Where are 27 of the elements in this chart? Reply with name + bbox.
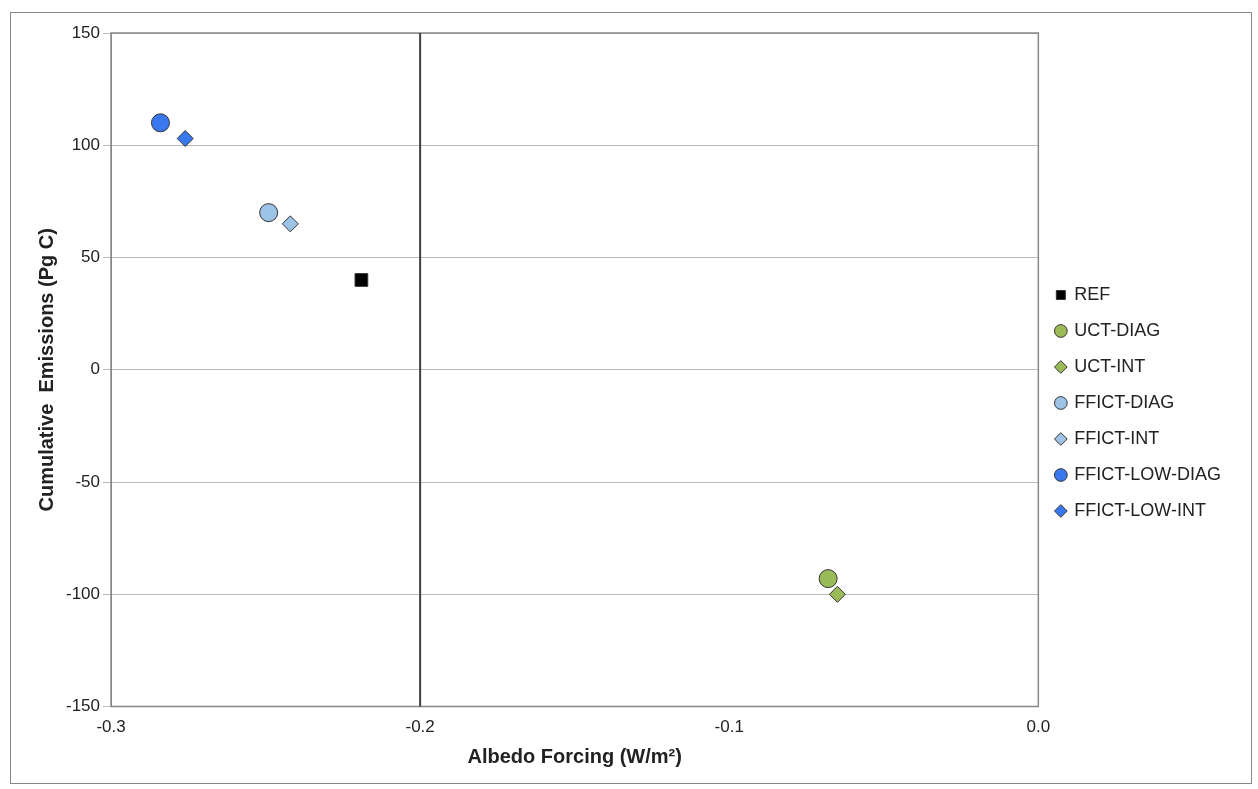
- y-tick-label: -100: [65, 584, 101, 604]
- legend-label: UCT-DIAG: [1074, 319, 1161, 340]
- point: [176, 130, 194, 148]
- y-tick-label: 100: [71, 134, 101, 154]
- point: [259, 203, 279, 223]
- y-tick-label: -150: [65, 696, 101, 716]
- y-axis-title: Cumulative Emissions (Pg C): [34, 228, 57, 512]
- point: [150, 113, 170, 133]
- point: [818, 569, 838, 589]
- y-tick-label: 50: [81, 247, 101, 267]
- x-tick-label: 0.0: [1026, 717, 1051, 737]
- y-tick-label: 0: [90, 359, 101, 379]
- point: [828, 585, 846, 603]
- x-tick-label: -0.1: [714, 717, 744, 737]
- x-tick-label: -0.3: [96, 717, 126, 737]
- point: [354, 273, 369, 287]
- legend-label: FFICT-LOW-DIAG: [1074, 463, 1222, 484]
- x-tick-label: -0.2: [405, 717, 435, 737]
- x-axis-title: Albedo Forcing (W/m²): [467, 744, 682, 767]
- legend-label: UCT-INT: [1074, 355, 1146, 376]
- legend-label: FFICT-LOW-INT: [1074, 499, 1206, 520]
- y-tick-label: 150: [71, 22, 101, 42]
- point: [281, 215, 299, 233]
- y-tick-label: -50: [75, 471, 101, 491]
- legend-label: REF: [1074, 283, 1111, 304]
- legend-label: FFICT-INT: [1074, 427, 1160, 448]
- legend-label: FFICT-DIAG: [1074, 391, 1175, 412]
